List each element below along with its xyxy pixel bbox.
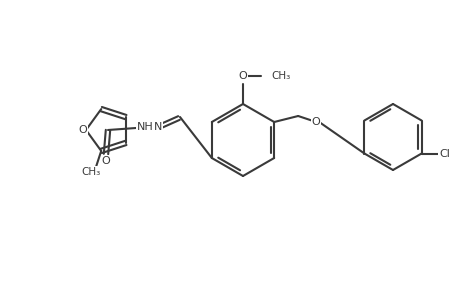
Text: O: O: [101, 156, 110, 166]
Text: O: O: [78, 125, 87, 135]
Text: CH₃: CH₃: [270, 71, 290, 81]
Text: NH: NH: [137, 122, 153, 132]
Text: O: O: [311, 117, 320, 127]
Text: Cl: Cl: [438, 148, 449, 158]
Text: CH₃: CH₃: [81, 167, 101, 177]
Text: N: N: [153, 122, 162, 132]
Text: O: O: [238, 71, 247, 81]
